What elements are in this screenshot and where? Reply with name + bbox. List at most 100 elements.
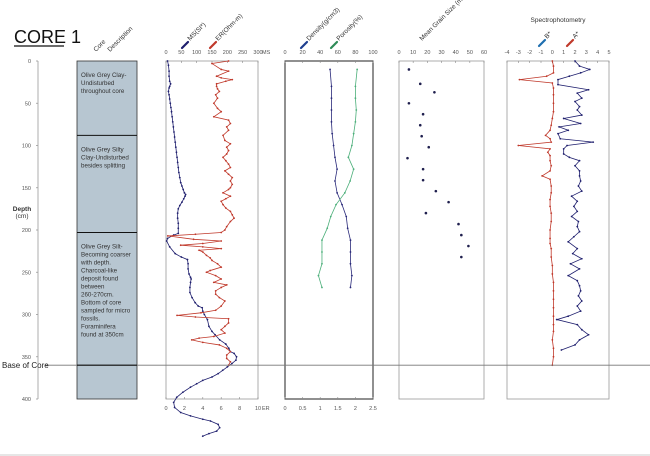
data-point: [167, 64, 170, 67]
data-point: [552, 330, 555, 333]
data-point: [350, 144, 353, 147]
data-point: [549, 137, 551, 140]
data-point: [189, 286, 191, 289]
data-point: [182, 197, 185, 200]
data-point: [224, 159, 227, 162]
top-axis-tick-label: 4: [596, 50, 599, 56]
data-point: [208, 325, 210, 328]
legend-label: MS(SI*): [186, 21, 207, 42]
series-line: [555, 60, 594, 351]
unit-description-line: Olive Grey Clay-: [81, 72, 126, 79]
data-point: [227, 347, 230, 350]
data-point: [552, 323, 555, 326]
depth-tick-label: 100: [22, 144, 31, 150]
data-point: [467, 244, 470, 248]
data-point: [354, 85, 357, 88]
data-point: [559, 137, 562, 140]
legend-label: Porosity(%): [335, 14, 364, 43]
unit-description-line: sampled for micro: [81, 308, 131, 315]
legend-swatch: [565, 38, 575, 48]
data-point: [578, 105, 581, 108]
data-point: [550, 212, 553, 215]
data-point: [574, 164, 576, 167]
data-point: [218, 338, 221, 341]
data-point: [216, 87, 219, 90]
data-point: [551, 273, 554, 275]
data-point: [227, 60, 230, 62]
data-point: [227, 173, 230, 176]
data-point: [174, 141, 177, 144]
data-point: [562, 147, 565, 150]
data-point: [579, 71, 582, 74]
data-point: [220, 110, 223, 113]
data-point: [587, 88, 590, 91]
data-point: [460, 233, 463, 237]
data-point: [225, 225, 228, 228]
data-point: [549, 198, 551, 201]
data-point: [235, 359, 237, 362]
data-point: [225, 357, 228, 360]
series-b-: [555, 60, 595, 351]
data-point: [214, 309, 217, 312]
data-point: [180, 256, 183, 258]
series-line: [518, 60, 554, 366]
data-point: [224, 197, 227, 200]
legend-swatch: [537, 38, 547, 48]
data-point: [545, 75, 548, 78]
data-point: [576, 200, 579, 203]
unit-description-line: with depth.: [80, 260, 111, 267]
data-point: [356, 68, 359, 71]
data-point: [550, 220, 553, 223]
data-point: [578, 65, 581, 67]
legend-swatch: [329, 40, 339, 50]
data-point: [187, 267, 189, 270]
data-point: [546, 151, 549, 154]
data-point: [562, 153, 565, 155]
data-point: [214, 93, 217, 96]
data-point: [571, 252, 574, 255]
data-point: [231, 213, 234, 216]
top-axis-tick-label: 250: [238, 50, 247, 56]
legend-swatch: [299, 40, 309, 50]
data-point: [201, 306, 204, 309]
data-point: [225, 347, 228, 350]
data-point: [407, 68, 411, 71]
data-point: [576, 247, 579, 250]
data-point: [203, 313, 206, 316]
data-point: [566, 144, 568, 147]
bottom-axis-tick-label: 10: [255, 406, 261, 412]
data-point: [551, 338, 554, 341]
bottom-axis-tick-label: 6: [220, 406, 223, 412]
data-point: [332, 144, 335, 147]
data-point: [178, 176, 181, 179]
data-point: [321, 239, 323, 242]
data-point: [179, 244, 182, 247]
data-point: [189, 281, 192, 284]
core-header: Core: [92, 38, 107, 53]
top-axis-tick-label: 10: [410, 50, 416, 56]
data-point: [223, 325, 226, 328]
data-point: [176, 314, 178, 317]
data-point: [201, 379, 204, 382]
data-point: [557, 83, 559, 86]
depth-tick-label: 200: [22, 228, 31, 234]
series-ms-si-: [165, 60, 238, 438]
data-point: [166, 235, 169, 237]
data-point: [349, 239, 352, 242]
data-point: [224, 80, 227, 83]
series-line: [318, 69, 358, 288]
top-axis-tick-label: -2: [527, 50, 532, 56]
data-point: [549, 205, 551, 208]
panel-frame: [398, 60, 485, 400]
data-point: [211, 62, 213, 65]
data-point: [550, 141, 553, 144]
data-point: [550, 256, 553, 258]
legend-swatch: [180, 40, 190, 50]
data-point: [175, 151, 178, 154]
data-point: [184, 193, 187, 196]
top-axis-tick-label: -3: [516, 50, 521, 56]
data-point: [580, 97, 583, 100]
data-point: [190, 338, 193, 341]
data-point: [330, 120, 333, 123]
data-point: [552, 298, 555, 301]
